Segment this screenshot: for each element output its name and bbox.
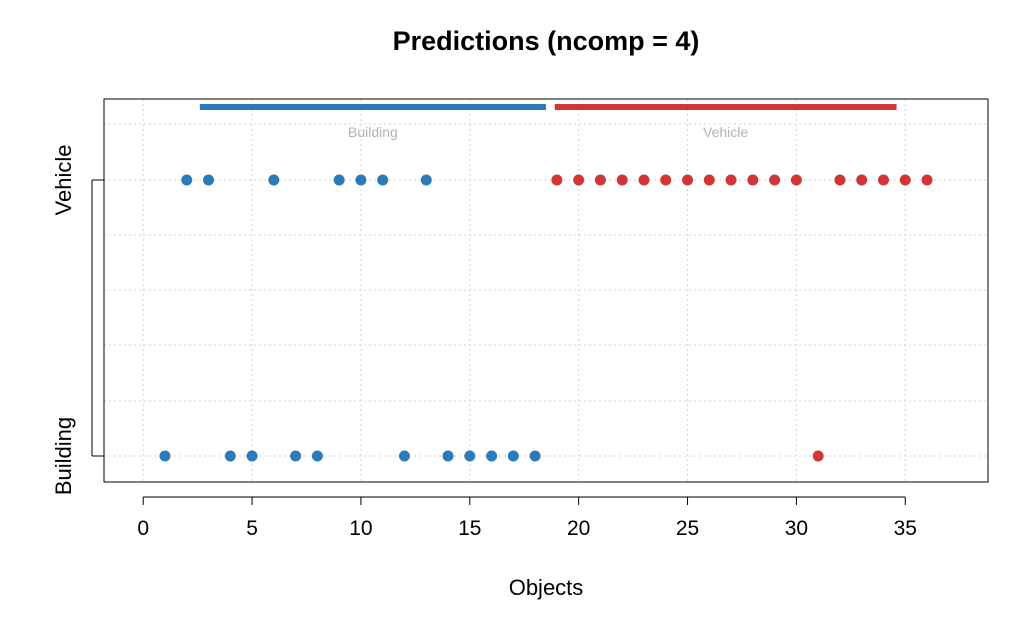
data-point — [224, 450, 236, 462]
chart-title: Predictions (ncomp = 4) — [393, 26, 700, 56]
x-tick-label: 15 — [458, 517, 481, 540]
data-point — [398, 450, 410, 462]
data-point — [486, 450, 498, 462]
group-label-building: Building — [348, 124, 398, 140]
x-axis: 0 5 10 15 20 25 30 35 — [137, 496, 917, 540]
x-tick-label: 25 — [676, 517, 699, 540]
data-point — [856, 174, 868, 186]
y-tick-label-building: Building — [51, 417, 76, 495]
x-tick-label: 10 — [349, 517, 372, 540]
data-point — [616, 174, 628, 186]
data-point — [834, 174, 846, 186]
data-point — [747, 174, 759, 186]
x-tick-label: 30 — [785, 517, 808, 540]
data-point — [268, 174, 280, 186]
data-point — [682, 174, 694, 186]
data-point — [355, 174, 367, 186]
data-point — [899, 174, 911, 186]
data-point — [377, 174, 389, 186]
data-point — [181, 174, 193, 186]
data-point — [464, 450, 476, 462]
data-point — [551, 174, 563, 186]
y-tick-label-vehicle: Vehicle — [51, 145, 76, 216]
x-axis-label: Objects — [509, 575, 584, 600]
data-point — [769, 174, 781, 186]
x-tick-label: 5 — [246, 517, 258, 540]
data-point — [638, 174, 650, 186]
plot-frame — [103, 98, 989, 483]
data-point — [333, 174, 345, 186]
data-point — [203, 174, 215, 186]
data-points — [159, 174, 933, 462]
data-point — [594, 174, 606, 186]
data-point — [507, 450, 519, 462]
y-axis: Building Vehicle — [51, 145, 104, 495]
group-label-vehicle: Vehicle — [703, 124, 748, 140]
data-point — [921, 174, 933, 186]
x-tick-label: 20 — [567, 517, 590, 540]
grid — [104, 99, 988, 482]
data-point — [573, 174, 585, 186]
data-point — [725, 174, 737, 186]
group-bars: Building Vehicle — [199, 104, 897, 140]
data-point — [529, 450, 541, 462]
data-point — [877, 174, 889, 186]
data-point — [420, 174, 432, 186]
data-point — [442, 450, 454, 462]
data-point — [790, 174, 802, 186]
data-point — [290, 450, 302, 462]
data-point — [311, 450, 323, 462]
data-point — [703, 174, 715, 186]
x-tick-label: 0 — [137, 517, 149, 540]
data-point — [812, 450, 824, 462]
x-tick-label: 35 — [894, 517, 917, 540]
data-point — [159, 450, 171, 462]
data-point — [660, 174, 672, 186]
data-point — [246, 450, 258, 462]
